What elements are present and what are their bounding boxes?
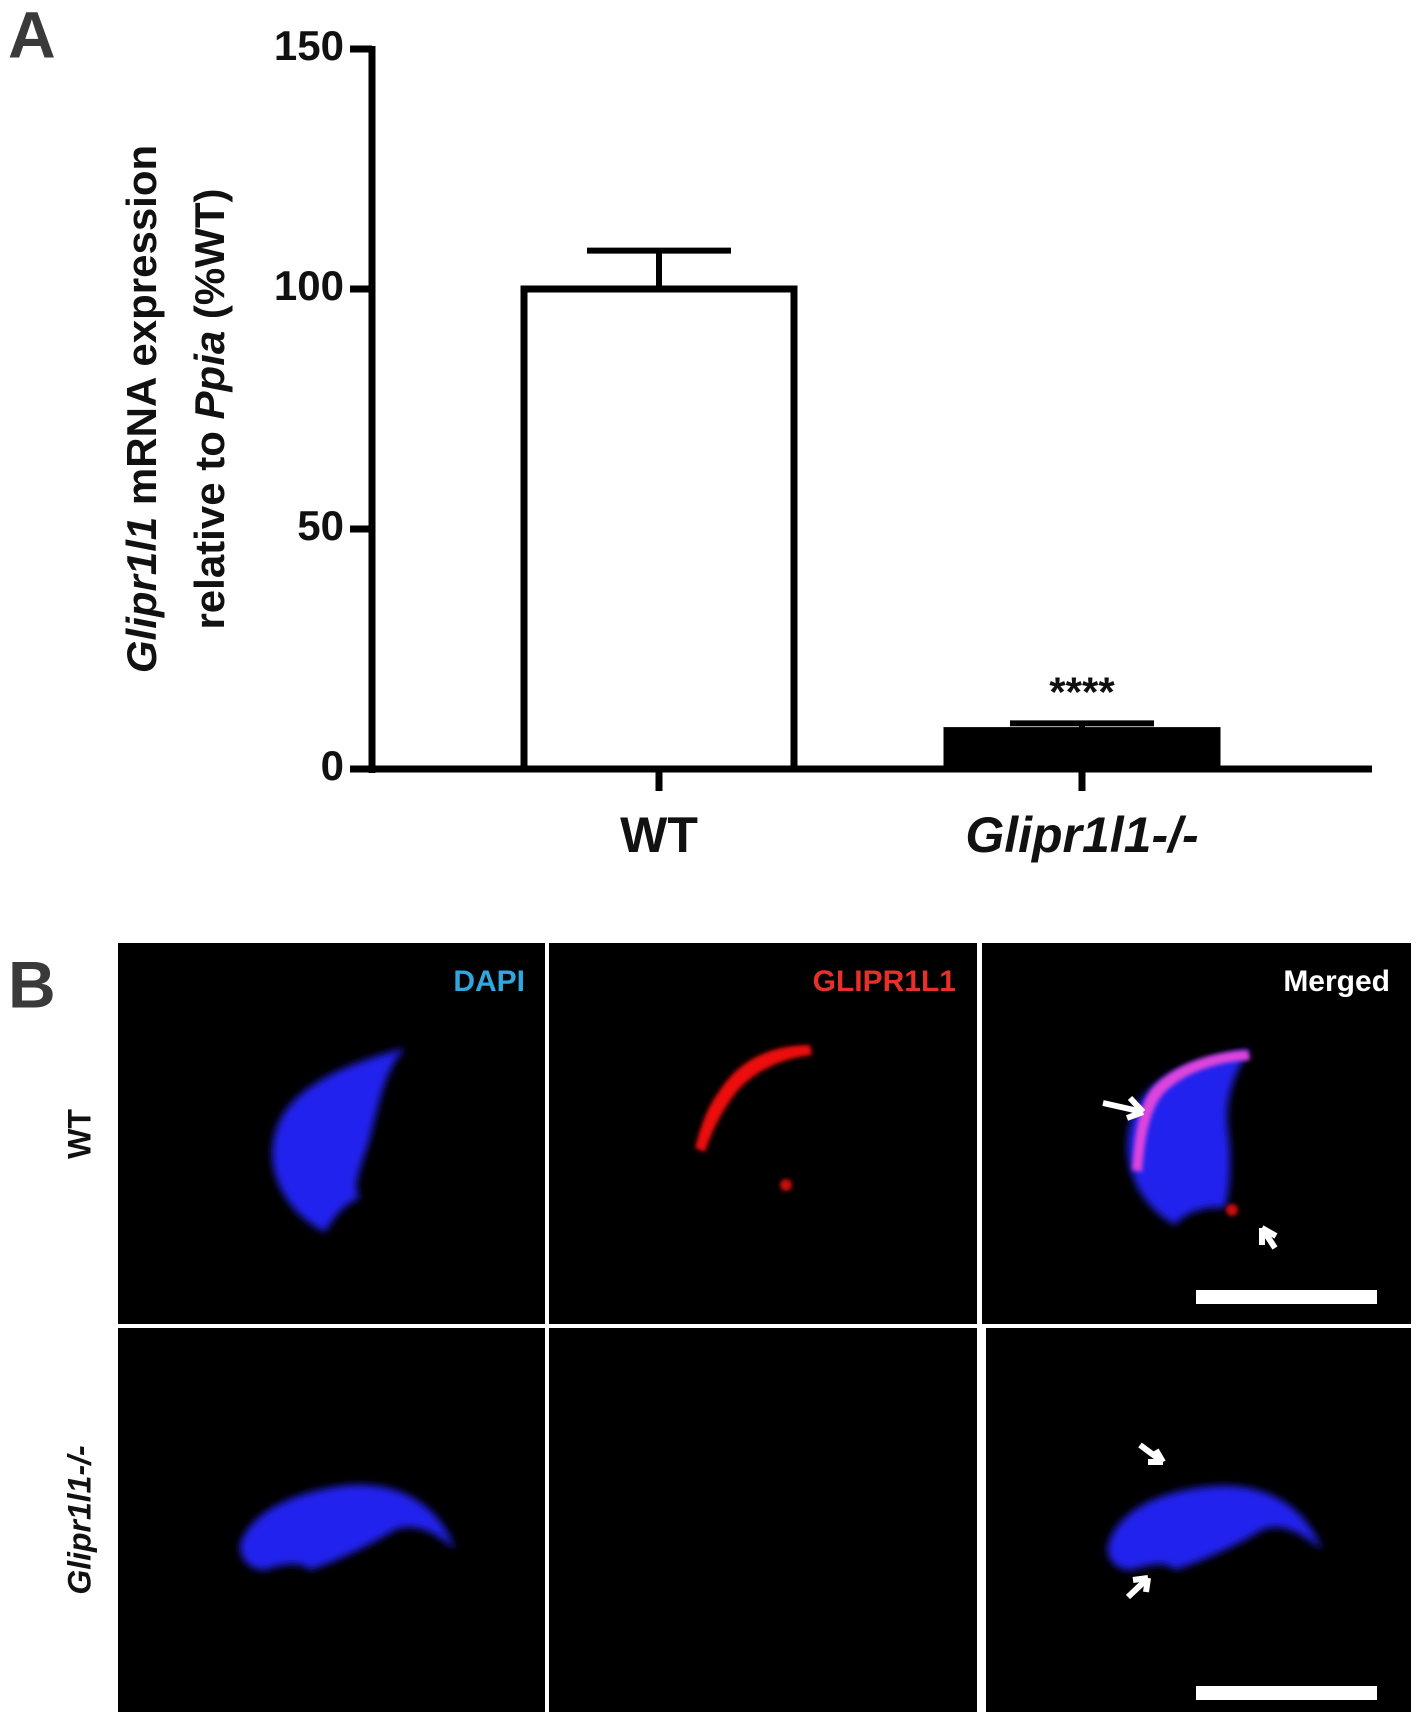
signal: [695, 1045, 812, 1152]
row-label: Glipr1l1-/-: [61, 1445, 97, 1594]
y-axis-label-part: Glipr1l1: [118, 517, 165, 673]
y-axis-label: relative to Ppia (%WT): [186, 188, 233, 629]
y-axis-label-part: mRNA expression: [118, 145, 165, 517]
y-axis-label-part: Ppia: [186, 331, 233, 420]
arrow: [1138, 1442, 1166, 1465]
column-label: DAPI: [453, 965, 525, 998]
y-tick-label: 150: [274, 22, 344, 69]
panel-label: B: [8, 947, 56, 1021]
nucleus: [1107, 1485, 1322, 1570]
scale-bar: [1196, 1290, 1377, 1304]
y-axis-label-part: (%WT): [186, 188, 233, 330]
bar: [943, 727, 1221, 773]
panel-label: A: [8, 0, 56, 71]
y-tick-label: 0: [321, 742, 344, 789]
y-axis-label: Glipr1l1 mRNA expression: [118, 145, 165, 673]
y-tick-label: 100: [274, 262, 344, 309]
arrow: [1259, 1225, 1278, 1250]
column-label: Merged: [1283, 965, 1390, 998]
micrograph-grid: [118, 943, 1411, 1712]
row-label: WT: [61, 1109, 97, 1159]
arrow: [1125, 1575, 1151, 1600]
y-tick-label: 50: [297, 502, 344, 549]
image-panel: [549, 1328, 977, 1712]
scale-bar: [1196, 1686, 1377, 1700]
y-axis-label-part: relative to: [186, 419, 233, 629]
image-panel: [549, 943, 977, 1324]
nucleus: [272, 1048, 405, 1232]
x-tick-label: WT: [620, 807, 698, 863]
signal: [1132, 1050, 1250, 1172]
nucleus: [240, 1484, 455, 1570]
column-label: GLIPR1L1: [813, 965, 956, 998]
signal: [1226, 1204, 1238, 1216]
annotation: ****: [1049, 668, 1115, 715]
arrow: [1102, 1095, 1146, 1121]
bar: [520, 285, 798, 773]
x-tick-label: Glipr1l1-/-: [965, 807, 1198, 863]
signal: [780, 1179, 792, 1191]
